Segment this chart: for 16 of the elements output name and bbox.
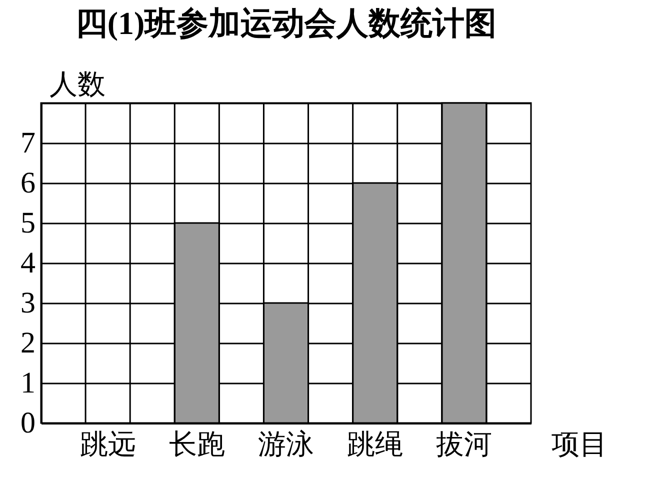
y-tick-label: 7 [20,126,36,160]
x-tick-label: 跳绳 [347,430,404,460]
y-tick-label: 3 [20,286,36,320]
y-axis-title: 人数 [50,70,106,100]
y-tick-label: 0 [20,406,36,440]
y-tick-label: 4 [20,246,36,280]
x-tick-label: 跳远 [80,430,136,460]
x-axis-title: 项目 [552,430,608,460]
y-tick-label: 5 [20,206,36,240]
y-tick-label: 2 [20,326,36,360]
x-tick-label: 游泳 [258,430,314,460]
x-tick-label: 长跑 [168,430,225,460]
y-tick-label: 6 [20,166,36,200]
y-tick-label: 1 [20,366,36,400]
chart-title: 四(1)班参加运动会人数统计图 [75,5,497,41]
x-tick-label: 拔河 [436,430,492,460]
